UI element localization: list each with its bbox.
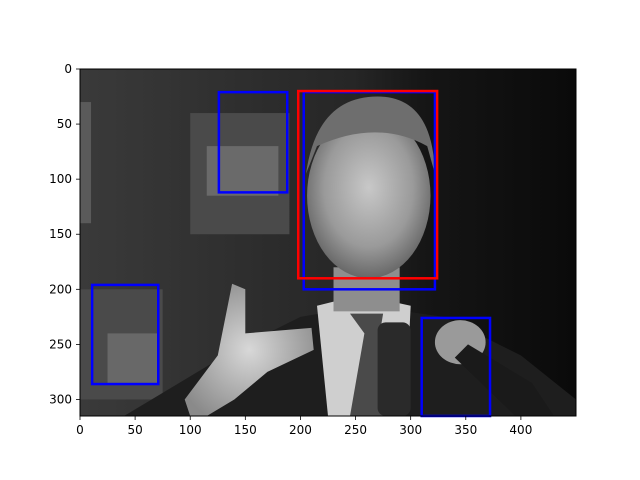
x-tick-label: 0 [76,423,84,437]
bounding-box-red [296,89,439,280]
x-tick-label: 300 [399,423,422,437]
face [307,113,431,279]
x-axis: 0 50 100 150 200 250 300 350 400 [76,416,532,437]
backdrop-sign [80,102,92,224]
bounding-boxes [90,89,492,418]
grayscale-photo [80,69,576,416]
y-tick-label: 150 [49,227,72,241]
microphone-stand [454,344,554,416]
axes-frame [79,68,577,417]
y-tick-label: 100 [49,172,72,186]
x-tick-label: 100 [179,423,202,437]
y-tick-label: 0 [64,62,72,76]
x-tick-label: 400 [509,423,532,437]
x-tick-label: 250 [344,423,367,437]
y-axis: 0 50 100 150 200 250 300 [49,62,80,406]
microphone [377,322,411,416]
backdrop-sign-logo [206,146,279,196]
y-tick-label: 200 [49,282,72,296]
y-tick-label: 50 [57,117,72,131]
x-tick-label: 200 [289,423,312,437]
y-tick-label: 250 [49,337,72,351]
x-tick-label: 50 [127,423,142,437]
x-tick-label: 150 [234,423,257,437]
y-tick-label: 300 [49,392,72,406]
hair [306,96,435,174]
bounding-box-blue [217,90,289,194]
x-tick-label: 350 [454,423,477,437]
backdrop-sign-logo [107,333,160,383]
bounding-box-blue [90,283,160,386]
hand [184,283,314,416]
